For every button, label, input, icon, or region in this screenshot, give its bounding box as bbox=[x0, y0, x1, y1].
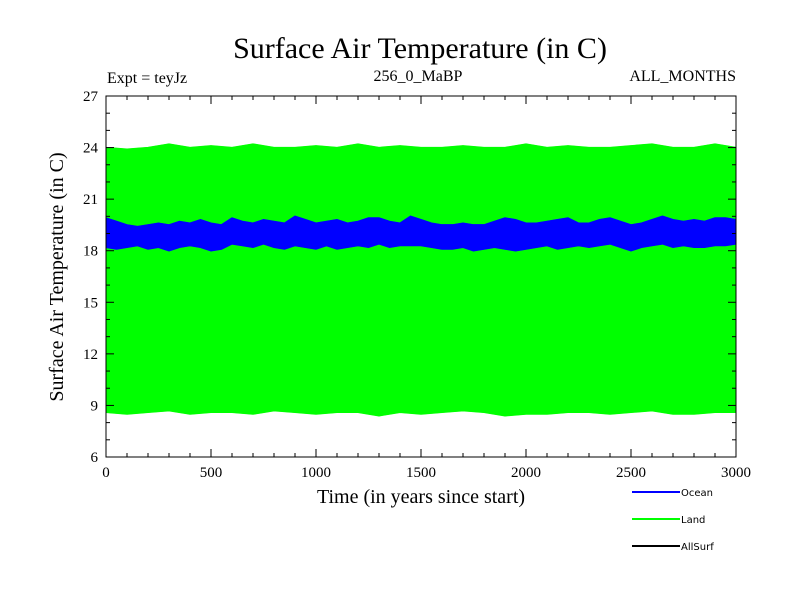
x-tick-label: 1500 bbox=[406, 465, 436, 481]
x-axis: 0 500 1000 1500 2000 2500 3000 bbox=[102, 96, 751, 481]
x-tick-label: 3000 bbox=[721, 465, 751, 481]
y-axis: 6 9 12 15 18 21 24 27 bbox=[83, 89, 736, 466]
chart-subtitle-center: 256_0_MaBP bbox=[374, 68, 463, 85]
series-land-upper-line bbox=[105, 143, 737, 151]
series-land-band bbox=[105, 143, 737, 417]
series-layer bbox=[105, 143, 737, 417]
y-tick-label: 6 bbox=[91, 450, 99, 466]
series-land-lower-line bbox=[105, 409, 736, 417]
chart-subtitle-left: Expt = teyJz bbox=[107, 70, 187, 87]
legend: Ocean Land AllSurf bbox=[632, 488, 714, 553]
y-tick-label: 27 bbox=[83, 89, 99, 105]
legend-label-land: Land bbox=[681, 515, 705, 526]
x-tick-label: 500 bbox=[200, 465, 223, 481]
y-tick-label: 21 bbox=[83, 192, 98, 208]
x-tick-label: 2500 bbox=[616, 465, 646, 481]
legend-label-allsurf: AllSurf bbox=[681, 542, 714, 553]
series-ocean-upper-line bbox=[105, 215, 737, 228]
x-tick-label: 1000 bbox=[301, 465, 331, 481]
y-tick-label: 18 bbox=[83, 244, 98, 260]
y-tick-label: 9 bbox=[91, 398, 99, 414]
series-ocean-lower-line bbox=[105, 243, 737, 252]
legend-label-ocean: Ocean bbox=[681, 488, 713, 499]
y-tick-label: 15 bbox=[83, 295, 98, 311]
x-tick-label: 0 bbox=[102, 465, 110, 481]
y-tick-label: 24 bbox=[83, 141, 99, 157]
y-axis-label: Surface Air Temperature (in C) bbox=[46, 152, 68, 401]
y-tick-label: 12 bbox=[83, 347, 98, 363]
chart-subtitle-right: ALL_MONTHS bbox=[629, 68, 736, 85]
chart-title: Surface Air Temperature (in C) bbox=[233, 32, 607, 65]
x-axis-label: Time (in years since start) bbox=[317, 486, 525, 508]
x-tick-label: 2000 bbox=[511, 465, 541, 481]
